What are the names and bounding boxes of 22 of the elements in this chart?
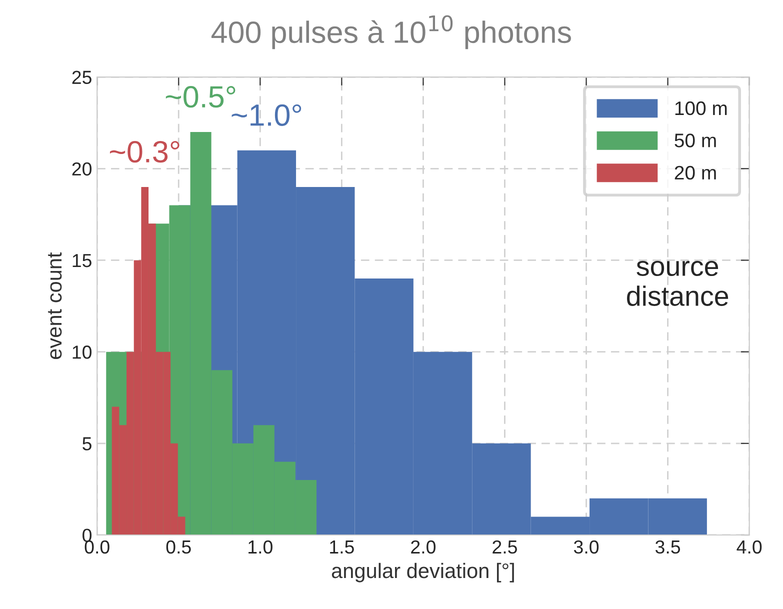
legend-label: 20 m bbox=[674, 166, 716, 180]
y-tick-label: 20 bbox=[72, 162, 92, 176]
legend-title: source distance bbox=[627, 260, 728, 306]
x-tick-label: 1.5 bbox=[330, 540, 354, 554]
legend-label: 100 m bbox=[675, 101, 727, 116]
x-tick-label: 0.0 bbox=[84, 540, 110, 554]
x-tick-label: 3.0 bbox=[574, 540, 599, 554]
x-tick-label: 0.5 bbox=[166, 540, 191, 554]
legend-label: 50 m bbox=[674, 134, 716, 148]
x-tick-label: 4.0 bbox=[736, 540, 762, 554]
x-tick-label: 1.0 bbox=[248, 540, 272, 554]
y-axis-title: event count bbox=[48, 252, 62, 359]
x-tick-label: 2.0 bbox=[411, 540, 436, 554]
y-tick-label: 10 bbox=[72, 346, 92, 359]
y-tick-label: 5 bbox=[82, 437, 92, 450]
x-axis-title: angular deviation [°] bbox=[332, 562, 514, 582]
annotation: ~0.3° bbox=[110, 140, 180, 163]
y-tick-label: 25 bbox=[72, 70, 92, 84]
y-tick-label: 15 bbox=[72, 254, 92, 268]
x-tick-label: 3.5 bbox=[655, 540, 680, 554]
chart-title: 400 pulses à 10$^{10}$ photons bbox=[211, 15, 571, 50]
x-tick-label: 2.5 bbox=[492, 540, 517, 554]
